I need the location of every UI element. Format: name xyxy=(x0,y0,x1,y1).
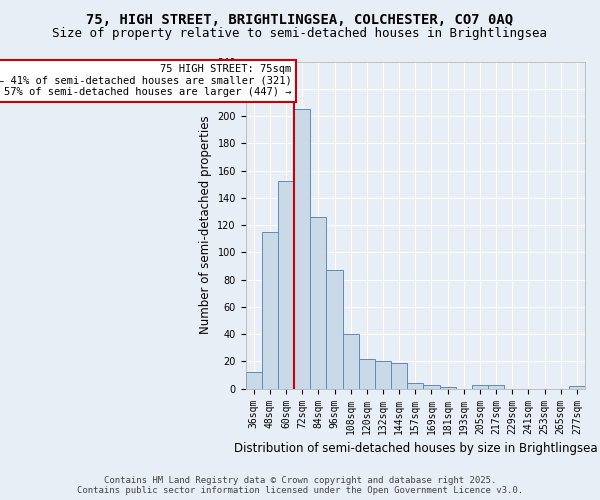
Bar xyxy=(375,362,391,388)
Bar xyxy=(569,386,585,388)
Text: Size of property relative to semi-detached houses in Brightlingsea: Size of property relative to semi-detach… xyxy=(53,28,548,40)
Bar xyxy=(262,232,278,388)
Bar xyxy=(294,109,310,388)
Y-axis label: Number of semi-detached properties: Number of semi-detached properties xyxy=(199,116,212,334)
Text: 75 HIGH STREET: 75sqm
← 41% of semi-detached houses are smaller (321)
57% of sem: 75 HIGH STREET: 75sqm ← 41% of semi-deta… xyxy=(0,64,292,98)
Text: 75, HIGH STREET, BRIGHTLINGSEA, COLCHESTER, CO7 0AQ: 75, HIGH STREET, BRIGHTLINGSEA, COLCHEST… xyxy=(86,12,514,26)
Bar xyxy=(424,384,440,388)
Bar xyxy=(278,182,294,388)
Bar xyxy=(359,358,375,388)
Bar xyxy=(326,270,343,388)
Text: Contains HM Land Registry data © Crown copyright and database right 2025.
Contai: Contains HM Land Registry data © Crown c… xyxy=(77,476,523,495)
X-axis label: Distribution of semi-detached houses by size in Brightlingsea: Distribution of semi-detached houses by … xyxy=(233,442,597,455)
Bar xyxy=(343,334,359,388)
Bar xyxy=(245,372,262,388)
Bar xyxy=(391,363,407,388)
Bar xyxy=(472,384,488,388)
Bar xyxy=(407,383,424,388)
Bar xyxy=(310,217,326,388)
Bar xyxy=(488,384,504,388)
